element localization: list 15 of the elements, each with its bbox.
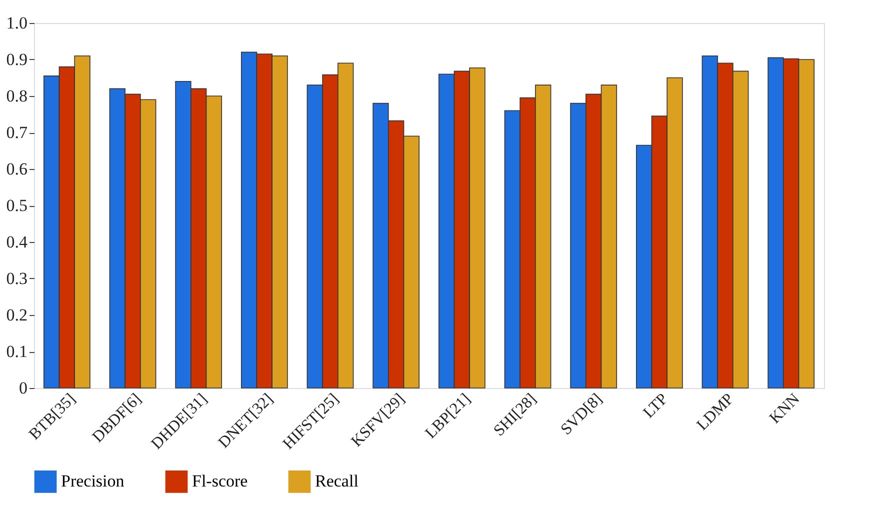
legend-label: Recall: [315, 472, 359, 491]
y-tick-label: 0.4: [6, 232, 28, 252]
y-tick-label: 1.0: [6, 14, 28, 32]
y-tick-label: 0.1: [6, 342, 28, 361]
y-tick-label: 0.5: [6, 196, 28, 215]
x-tick-label: LTP: [640, 390, 672, 422]
y-tick-label: 0.2: [6, 306, 28, 324]
y-tick-label: 0.7: [6, 123, 28, 142]
legend-label: Fl-score: [192, 472, 248, 491]
y-tick-label: 0: [19, 378, 28, 398]
y-tick-label: 0.3: [6, 269, 28, 288]
y-tick-label: 0.6: [6, 160, 28, 178]
y-tick-label: 0.9: [6, 50, 28, 69]
y-tick-label: 0.8: [6, 86, 28, 106]
legend-label: Precision: [61, 472, 125, 491]
